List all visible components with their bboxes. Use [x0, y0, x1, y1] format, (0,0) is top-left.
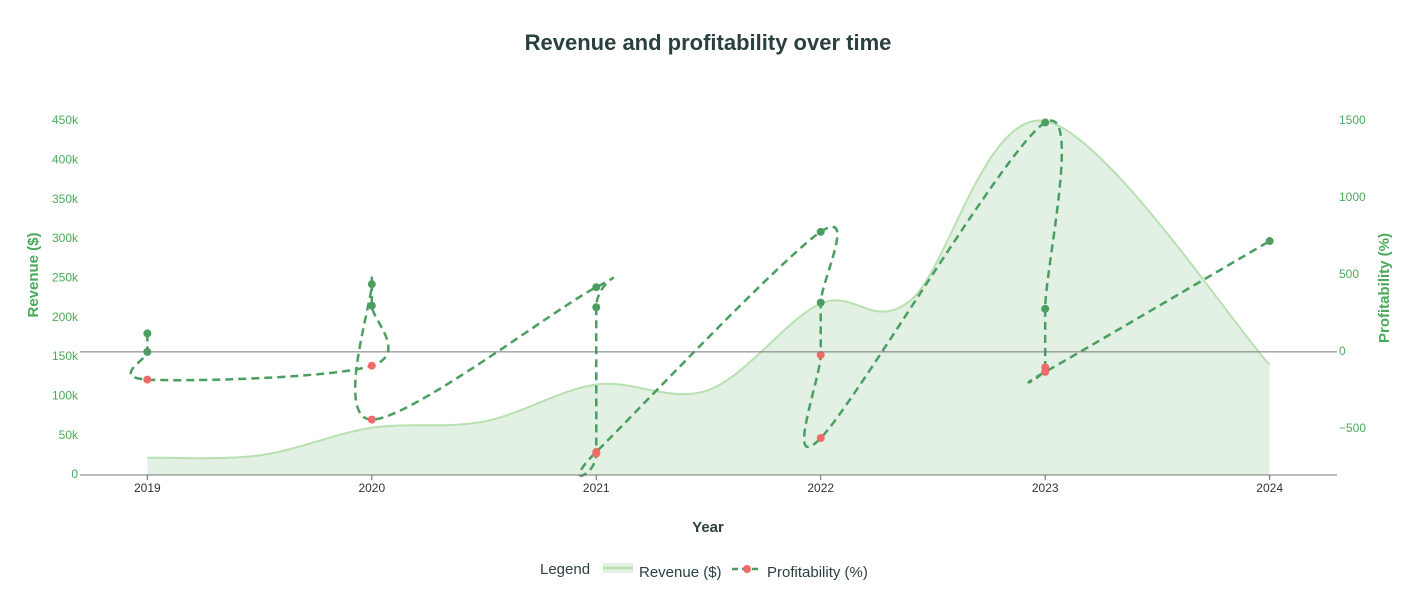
y-tick-label: 200k — [52, 310, 79, 324]
y2-axis-title: Profitability (%) — [1376, 233, 1393, 343]
profitability-point — [592, 283, 601, 292]
profitability-point — [816, 350, 825, 359]
y-tick-label: 250k — [52, 271, 79, 285]
x-tick-label: 2019 — [134, 481, 161, 495]
x-tick-label: 2021 — [583, 481, 610, 495]
y-tick-label: 50k — [59, 428, 79, 442]
profitability-point — [143, 375, 152, 384]
plot-area — [129, 118, 1274, 477]
profitability-point — [367, 301, 376, 310]
legend: Legend Revenue ($) Profitability (%) — [540, 561, 868, 581]
y2-tick-label: 1000 — [1339, 190, 1366, 204]
y2-tick-label: 1500 — [1339, 113, 1366, 127]
revenue-area — [147, 120, 1270, 475]
x-tick-label: 2024 — [1256, 481, 1283, 495]
profitability-point — [1041, 304, 1050, 313]
legend-label-profitability: Profitability (%) — [767, 564, 868, 581]
profitability-point — [367, 361, 376, 370]
chart-title: Revenue and profitability over time — [525, 30, 892, 55]
profitability-point — [1041, 367, 1050, 376]
profitability-line — [129, 119, 1271, 477]
y2-tick-label: −500 — [1339, 421, 1366, 435]
axes: 2019 2020 2021 2022 2023 2024 0 50k 100k 150k 200k… — [52, 113, 1366, 495]
x-tick-label: 2023 — [1032, 481, 1059, 495]
profitability-point — [1265, 237, 1274, 246]
y-tick-label: 450k — [52, 113, 79, 127]
profitability-point — [592, 303, 601, 312]
profitability-point — [592, 447, 601, 456]
y2-tick-label: 0 — [1339, 344, 1346, 358]
x-tick-label: 2022 — [807, 481, 834, 495]
legend-marker-profitability — [743, 565, 751, 573]
profitability-point — [143, 329, 152, 338]
profitability-point — [1041, 118, 1050, 127]
profitability-point — [816, 434, 825, 443]
y-tick-label: 0 — [71, 467, 78, 481]
y-tick-label: 350k — [52, 192, 79, 206]
x-axis-title: Year — [692, 519, 724, 536]
legend-label-revenue: Revenue ($) — [639, 564, 722, 581]
profitability-point — [816, 298, 825, 307]
legend-title: Legend — [540, 561, 590, 578]
profitability-point — [367, 280, 376, 289]
y-tick-label: 150k — [52, 349, 79, 363]
profitability-point — [367, 415, 376, 424]
x-tick-label: 2020 — [358, 481, 385, 495]
y2-tick-label: 500 — [1339, 267, 1359, 281]
y-axis-title: Revenue ($) — [25, 232, 42, 317]
revenue-line — [147, 119, 1271, 460]
profitability-point — [816, 227, 825, 236]
y-tick-label: 400k — [52, 153, 79, 167]
y-tick-label: 300k — [52, 231, 79, 245]
y-tick-label: 100k — [52, 389, 79, 403]
